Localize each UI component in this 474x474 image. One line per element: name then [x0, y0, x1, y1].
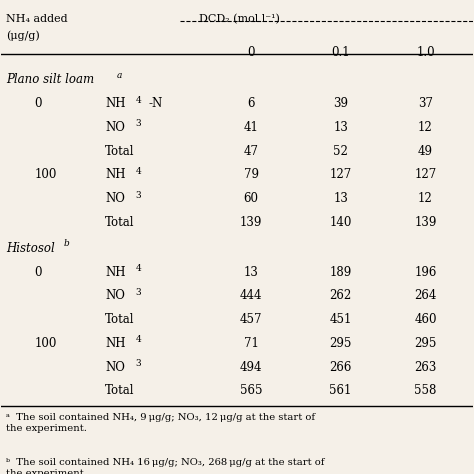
- Text: 4: 4: [136, 167, 141, 176]
- Text: 71: 71: [244, 337, 259, 350]
- Text: Total: Total: [105, 313, 135, 326]
- Text: 295: 295: [414, 337, 437, 350]
- Text: 0: 0: [35, 97, 42, 110]
- Text: 6: 6: [247, 97, 255, 110]
- Text: 60: 60: [244, 192, 259, 205]
- Text: 13: 13: [244, 265, 259, 279]
- Text: 139: 139: [414, 216, 437, 229]
- Text: 0.1: 0.1: [331, 46, 350, 59]
- Text: Plano silt loam: Plano silt loam: [6, 73, 94, 86]
- Text: 12: 12: [418, 192, 433, 205]
- Text: 47: 47: [244, 145, 259, 158]
- Text: DCD₂ (mol l⁻¹): DCD₂ (mol l⁻¹): [199, 14, 280, 24]
- Text: NH: NH: [105, 265, 126, 279]
- Text: 263: 263: [414, 361, 437, 374]
- Text: (μg/g): (μg/g): [6, 31, 40, 41]
- Text: 295: 295: [329, 337, 352, 350]
- Text: 196: 196: [414, 265, 437, 279]
- Text: 127: 127: [329, 168, 352, 182]
- Text: NH₄ added: NH₄ added: [6, 14, 68, 24]
- Text: b: b: [64, 239, 70, 248]
- Text: 3: 3: [136, 191, 141, 200]
- Text: Histosol: Histosol: [6, 242, 55, 255]
- Text: NH: NH: [105, 168, 126, 182]
- Text: 13: 13: [333, 121, 348, 134]
- Text: 4: 4: [136, 264, 141, 273]
- Text: 561: 561: [329, 384, 352, 397]
- Text: ᵃ  The soil contained NH₄, 9 μg/g; NO₃, 12 μg/g at the start of
the experiment.: ᵃ The soil contained NH₄, 9 μg/g; NO₃, 1…: [6, 413, 315, 433]
- Text: 13: 13: [333, 192, 348, 205]
- Text: 79: 79: [244, 168, 259, 182]
- Text: 457: 457: [240, 313, 263, 326]
- Text: 100: 100: [35, 337, 57, 350]
- Text: 3: 3: [136, 288, 141, 297]
- Text: NO: NO: [105, 289, 125, 302]
- Text: 3: 3: [136, 119, 141, 128]
- Text: NO: NO: [105, 121, 125, 134]
- Text: 565: 565: [240, 384, 263, 397]
- Text: 37: 37: [418, 97, 433, 110]
- Text: 12: 12: [418, 121, 433, 134]
- Text: 0: 0: [247, 46, 255, 59]
- Text: NH: NH: [105, 337, 126, 350]
- Text: 39: 39: [333, 97, 348, 110]
- Text: 4: 4: [136, 335, 141, 344]
- Text: NH: NH: [105, 97, 126, 110]
- Text: 4: 4: [136, 96, 141, 105]
- Text: 52: 52: [333, 145, 348, 158]
- Text: 3: 3: [136, 359, 141, 368]
- Text: 189: 189: [329, 265, 352, 279]
- Text: 139: 139: [240, 216, 262, 229]
- Text: 100: 100: [35, 168, 57, 182]
- Text: Total: Total: [105, 384, 135, 397]
- Text: 140: 140: [329, 216, 352, 229]
- Text: 451: 451: [329, 313, 352, 326]
- Text: NO: NO: [105, 192, 125, 205]
- Text: Total: Total: [105, 216, 135, 229]
- Text: 494: 494: [240, 361, 263, 374]
- Text: -N: -N: [148, 97, 163, 110]
- Text: 49: 49: [418, 145, 433, 158]
- Text: 127: 127: [414, 168, 437, 182]
- Text: 264: 264: [414, 289, 437, 302]
- Text: 444: 444: [240, 289, 263, 302]
- Text: 41: 41: [244, 121, 259, 134]
- Text: 262: 262: [329, 289, 352, 302]
- Text: 460: 460: [414, 313, 437, 326]
- Text: 0: 0: [35, 265, 42, 279]
- Text: a: a: [117, 71, 122, 80]
- Text: 266: 266: [329, 361, 352, 374]
- Text: Total: Total: [105, 145, 135, 158]
- Text: ᵇ  The soil contained NH₄ 16 μg/g; NO₃, 268 μg/g at the start of
the experiment.: ᵇ The soil contained NH₄ 16 μg/g; NO₃, 2…: [6, 458, 325, 474]
- Text: 1.0: 1.0: [416, 46, 435, 59]
- Text: 558: 558: [414, 384, 437, 397]
- Text: NO: NO: [105, 361, 125, 374]
